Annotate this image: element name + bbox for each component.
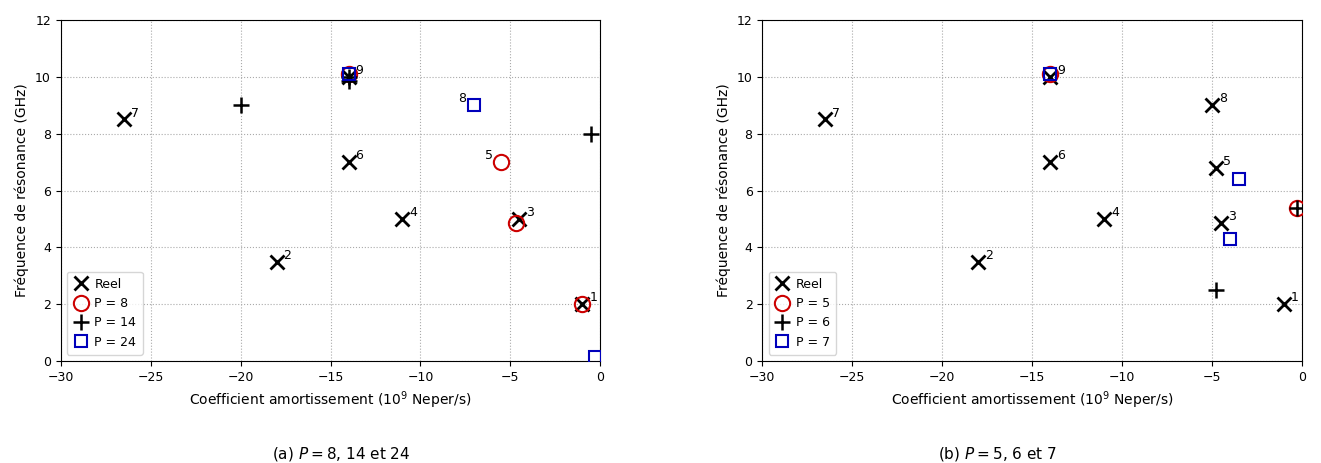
Text: 7: 7 <box>832 106 840 120</box>
X-axis label: Coefficient amortissement ($10^9$ Neper/s): Coefficient amortissement ($10^9$ Neper/… <box>890 389 1173 411</box>
Text: 9: 9 <box>1057 64 1065 77</box>
Text: 5: 5 <box>1223 155 1231 168</box>
Y-axis label: Fréquence de résonance (GHz): Fréquence de résonance (GHz) <box>716 84 731 297</box>
Text: 9: 9 <box>355 64 363 77</box>
Legend: Reel, P = 5, P = 6, P = 7: Reel, P = 5, P = 6, P = 7 <box>769 272 836 355</box>
Text: 4: 4 <box>1111 206 1119 219</box>
Text: 3: 3 <box>1229 211 1236 224</box>
Y-axis label: Fréquence de résonance (GHz): Fréquence de résonance (GHz) <box>15 84 29 297</box>
Text: 7: 7 <box>131 106 139 120</box>
Text: 1: 1 <box>1291 291 1299 305</box>
Text: 6: 6 <box>1057 150 1065 163</box>
Text: 8: 8 <box>1219 93 1227 106</box>
Text: 8: 8 <box>458 93 466 106</box>
Text: 6: 6 <box>355 150 363 163</box>
Text: 4: 4 <box>410 206 417 219</box>
Text: (a) $P = 8$, 14 et 24: (a) $P = 8$, 14 et 24 <box>272 445 410 463</box>
Text: 1: 1 <box>589 291 597 305</box>
Text: 2: 2 <box>284 249 292 262</box>
Text: 5: 5 <box>485 150 493 163</box>
Text: 2: 2 <box>985 249 993 262</box>
Text: (b) $P = 5$, 6 et 7: (b) $P = 5$, 6 et 7 <box>938 445 1057 463</box>
Legend: Reel, P = 8, P = 14, P = 24: Reel, P = 8, P = 14, P = 24 <box>67 272 143 355</box>
X-axis label: Coefficient amortissement ($10^9$ Neper/s): Coefficient amortissement ($10^9$ Neper/… <box>189 389 472 411</box>
Text: 3: 3 <box>526 206 534 219</box>
